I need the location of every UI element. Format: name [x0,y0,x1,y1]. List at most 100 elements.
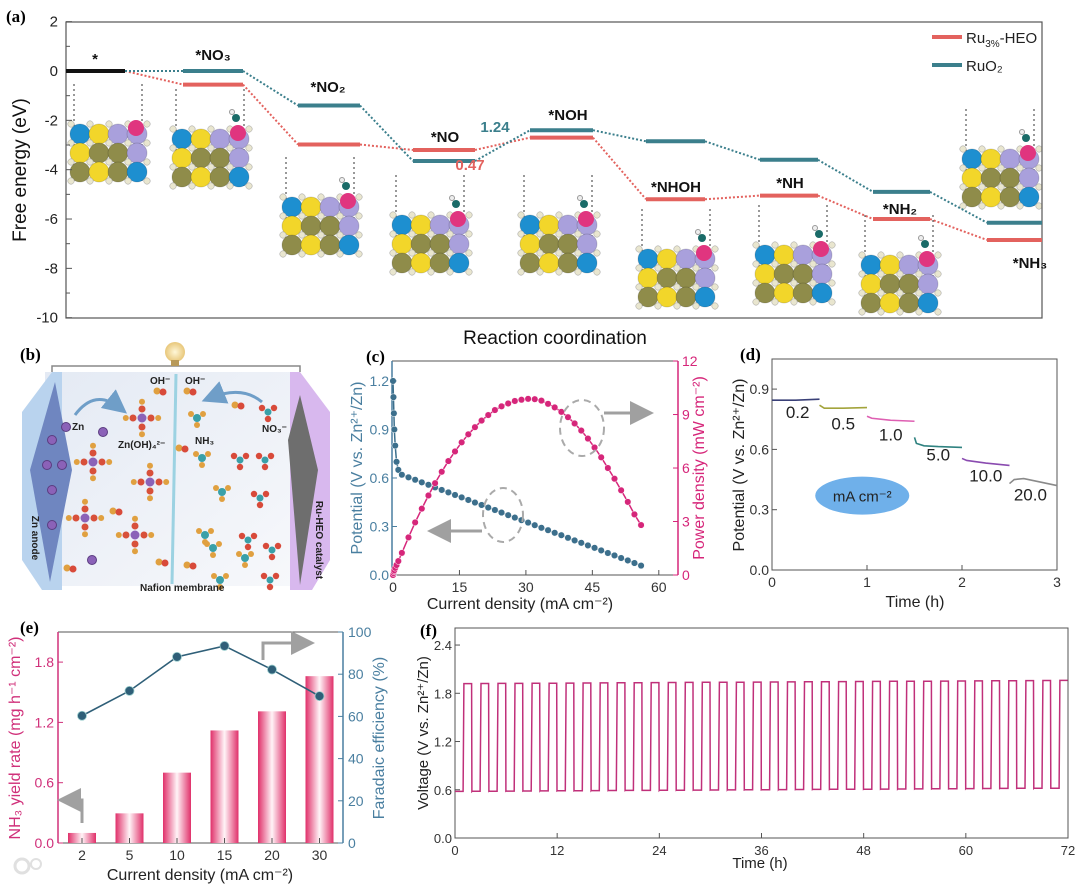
oxygen-atom [555,211,563,219]
power-density-point [464,430,472,438]
x-axis-label: Current density (mA cm⁻²) [107,867,293,884]
oxygen-atom [536,211,544,219]
oxygen-atom [1035,202,1043,210]
x-tick-label: 30 [518,579,534,595]
oxygen [255,452,263,460]
hydrogen [194,422,200,428]
oxygen-atom [654,302,662,310]
potential-point [484,504,492,512]
oxygen-atom [593,249,601,257]
x-axis-label: Time (h) [886,594,945,611]
atom [576,252,598,274]
oxygen-atom [336,212,344,220]
hydrogen [204,541,210,547]
oxygen [98,458,106,466]
current-step-label: 10.0 [969,467,1002,486]
hydrogen-atom [1019,129,1025,135]
y-tick-label: 0.9 [750,381,770,397]
oxygen-atom [635,283,643,291]
hydrogen-atom [695,229,701,235]
oxygen [189,388,197,396]
y-axis-label: Voltage (V vs. Zn²⁺/Zn) [415,656,432,810]
y-axis-label: Potential (V vs. Zn²⁺/Zn) [731,379,748,552]
y-tick-label-right: 9 [682,407,690,423]
oxygen-atom [997,145,1005,153]
atom [228,166,250,188]
y-tick-label-left: 0.0 [370,567,390,583]
oxygen-atom [692,302,700,310]
oxygen-atom [245,163,253,171]
energy-connector [124,70,184,86]
y-tick-label-left: 0.9 [370,421,390,437]
oxygen-atom [143,177,151,185]
oxygen-atom [771,298,779,306]
panel-label-a: (a) [6,7,26,26]
oxygen-atom [574,268,582,276]
zn-center [80,513,90,523]
potential-point [418,478,426,486]
oxygen-atom [997,202,1005,210]
oxygen [89,449,97,457]
oxygen-atom [997,183,1005,191]
nitrate-ion [258,404,278,423]
oxygen-atom [790,279,798,287]
potential-point [504,511,512,519]
energy-connector [359,143,414,151]
nitrate-ion [250,490,270,509]
membrane-label: Nafion membrane [140,583,225,594]
oxygen-atom [389,211,397,219]
oxygen-atom [711,245,719,253]
oxygen-atom [828,241,836,249]
catalyst-layer [288,395,318,585]
oxygen-atom [207,125,215,133]
oxygen [147,414,155,422]
watermark-mark [13,857,31,875]
y-tick-label-right: 3 [682,514,690,530]
energy-connector [592,129,647,143]
panel-c-polarization-curve: 0 15 30 45 60 0.0 0.3 0.6 0.9 1.2 0 3 6 9 12 Current de… [349,353,708,613]
nitrate-ion [230,452,250,471]
adsorption-structure [279,157,363,258]
lightbulb-icon [165,342,185,362]
oxygen-atom [692,264,700,272]
right-axis-arrow [261,631,315,660]
potential-point [524,519,532,527]
oxygen-atom [336,250,344,258]
x-axis-label: Reaction coordination [463,328,647,349]
hydroxide-ion [63,564,77,573]
oxygen [258,404,266,412]
oxygen [89,467,97,475]
oxygen-atom [465,230,473,238]
potential-point [389,377,397,385]
power-density-point [458,438,466,446]
intermediate-label: *NH₂ [883,201,917,218]
nitrate-ion [255,452,275,471]
oxygen-atom [673,302,681,310]
oxygen [72,514,80,522]
intermediate-label: *NO [431,129,460,146]
oxygen [129,414,137,422]
oxygen-atom [517,268,525,276]
y-tick-label-right: 6 [682,460,690,476]
fe-point [172,651,182,662]
oxygen-atom [86,139,94,147]
oxygen-atom [828,279,836,287]
oxygen-atom [1016,183,1024,191]
adsorbate-atom [230,125,246,141]
potential-point [577,539,585,547]
energy-connector [474,129,531,162]
oxygen [270,404,278,412]
current-step-label: 5.0 [926,445,950,464]
oxygen-atom [858,270,866,278]
oxygen-atom [408,211,416,219]
oxygen-atom [408,268,416,276]
hydrogen [183,387,191,395]
oxygen-atom [188,163,196,171]
oxygen-atom [673,245,681,253]
potential-point [637,562,645,570]
hydrogen [106,459,113,465]
potential-point [604,549,612,557]
hydrogen [139,398,145,405]
potential-point [478,501,486,509]
